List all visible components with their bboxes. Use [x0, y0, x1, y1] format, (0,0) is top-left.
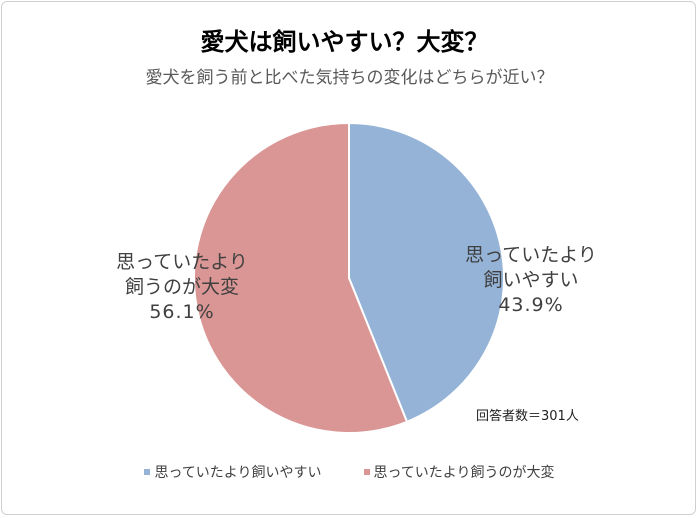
slice-value-hard: 56.1%	[149, 301, 215, 323]
legend-swatch-hard	[363, 469, 370, 475]
slice-label-easy-line1: 思っていたより	[465, 244, 597, 266]
pie-slice-hard	[193, 121, 409, 434]
slice-label-hard: 思っていたより 飼うのが大変 56.1%	[82, 250, 282, 325]
legend-swatch-easy	[144, 469, 151, 475]
slice-label-hard-line2: 飼うのが大変	[124, 276, 239, 298]
legend-item-easy: 思っていたより飼いやすい	[144, 462, 322, 482]
chart-subtitle: 愛犬を飼う前と比べた気持ちの変化はどちらが近い？	[145, 68, 554, 88]
respondent-count-note: 回答者数＝301人	[476, 409, 579, 424]
slice-value-easy: 43.9%	[498, 294, 564, 316]
slice-label-hard-line1: 思っていたより	[116, 251, 248, 273]
legend-label-hard: 思っていたより飼うのが大変	[373, 465, 555, 481]
legend-item-hard: 思っていたより飼うのが大変	[363, 462, 555, 482]
slice-label-easy-line2: 飼いやすい	[483, 269, 579, 291]
pie-slices	[193, 121, 505, 434]
legend-label-easy: 思っていたより飼いやすい	[154, 465, 322, 481]
chart-title: 愛犬は飼いやすい？大変？	[200, 28, 489, 56]
chart-legend: 思っていたより飼いやすい 思っていたより飼うのが大変	[0, 462, 699, 482]
slice-label-easy: 思っていたより 飼いやすい 43.9%	[446, 243, 616, 318]
pie-slice-easy	[348, 121, 505, 424]
